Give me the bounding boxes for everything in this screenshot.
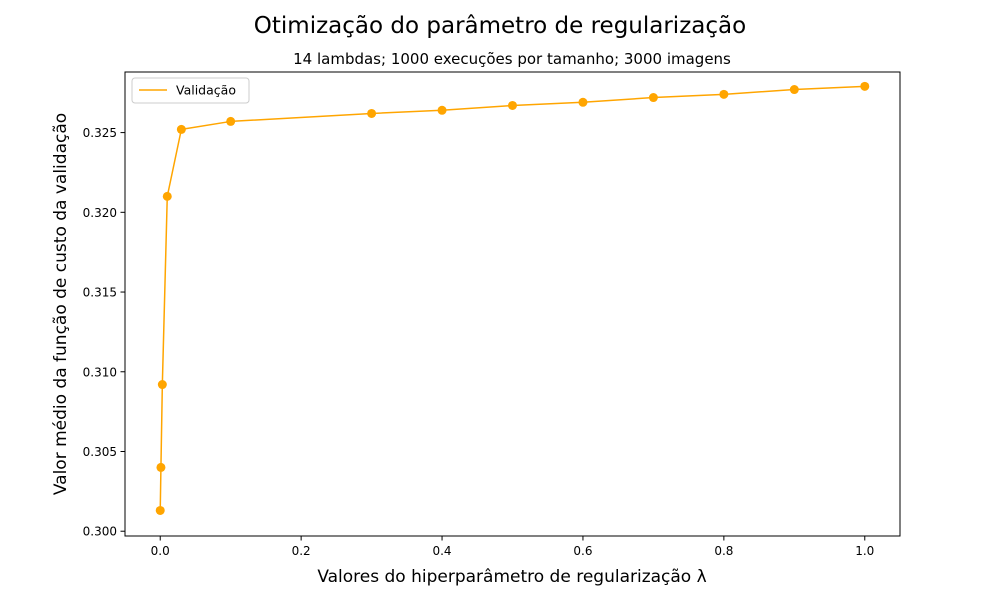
x-tick-label: 0.6: [573, 544, 592, 558]
data-point: [156, 462, 166, 472]
data-point: [860, 81, 870, 91]
data-point: [176, 124, 186, 134]
legend-label: Validação: [176, 83, 236, 98]
y-tick-label: 0.305: [83, 445, 117, 459]
data-point: [226, 116, 236, 126]
y-axis-label: Valor médio da função de custo da valida…: [51, 113, 71, 495]
chart-title: Otimização do parâmetro de regularização: [254, 13, 746, 39]
x-tick-label: 0.0: [151, 544, 170, 558]
y-tick-label: 0.320: [83, 206, 117, 220]
data-point: [157, 380, 167, 390]
data-point: [155, 505, 165, 515]
plot-area: [125, 72, 900, 536]
x-tick-label: 0.4: [432, 544, 451, 558]
legend: Validação: [131, 77, 250, 104]
x-tick-label: 0.2: [292, 544, 311, 558]
x-tick-label: 1.0: [855, 544, 874, 558]
data-point: [508, 100, 517, 110]
x-axis-label: Valores do hiperparâmetro de regularizaç…: [317, 567, 706, 587]
y-tick-label: 0.315: [83, 286, 117, 300]
data-point: [648, 93, 658, 103]
data-point: [162, 191, 172, 201]
y-tick-label: 0.300: [83, 525, 117, 539]
x-axis-ticks: 0.0 0.2 0.4 0.6 0.8 1.0: [151, 536, 874, 558]
data-point: [719, 89, 729, 99]
plot-frame: [124, 71, 901, 537]
data-point: [578, 97, 588, 107]
series-layer: [155, 81, 870, 515]
y-axis-ticks: 0.300 0.305 0.310 0.315 0.320 0.325: [83, 126, 125, 539]
chart-subtitle: 14 lambdas; 1000 execuções por tamanho; …: [293, 50, 731, 68]
legend-box: [131, 77, 250, 104]
y-tick-label: 0.310: [83, 365, 117, 379]
series-line: [159, 85, 865, 511]
data-point: [789, 85, 799, 95]
x-tick-label: 0.8: [714, 544, 733, 558]
data-point: [437, 105, 447, 115]
data-point: [367, 108, 377, 118]
y-tick-label: 0.325: [83, 126, 117, 140]
